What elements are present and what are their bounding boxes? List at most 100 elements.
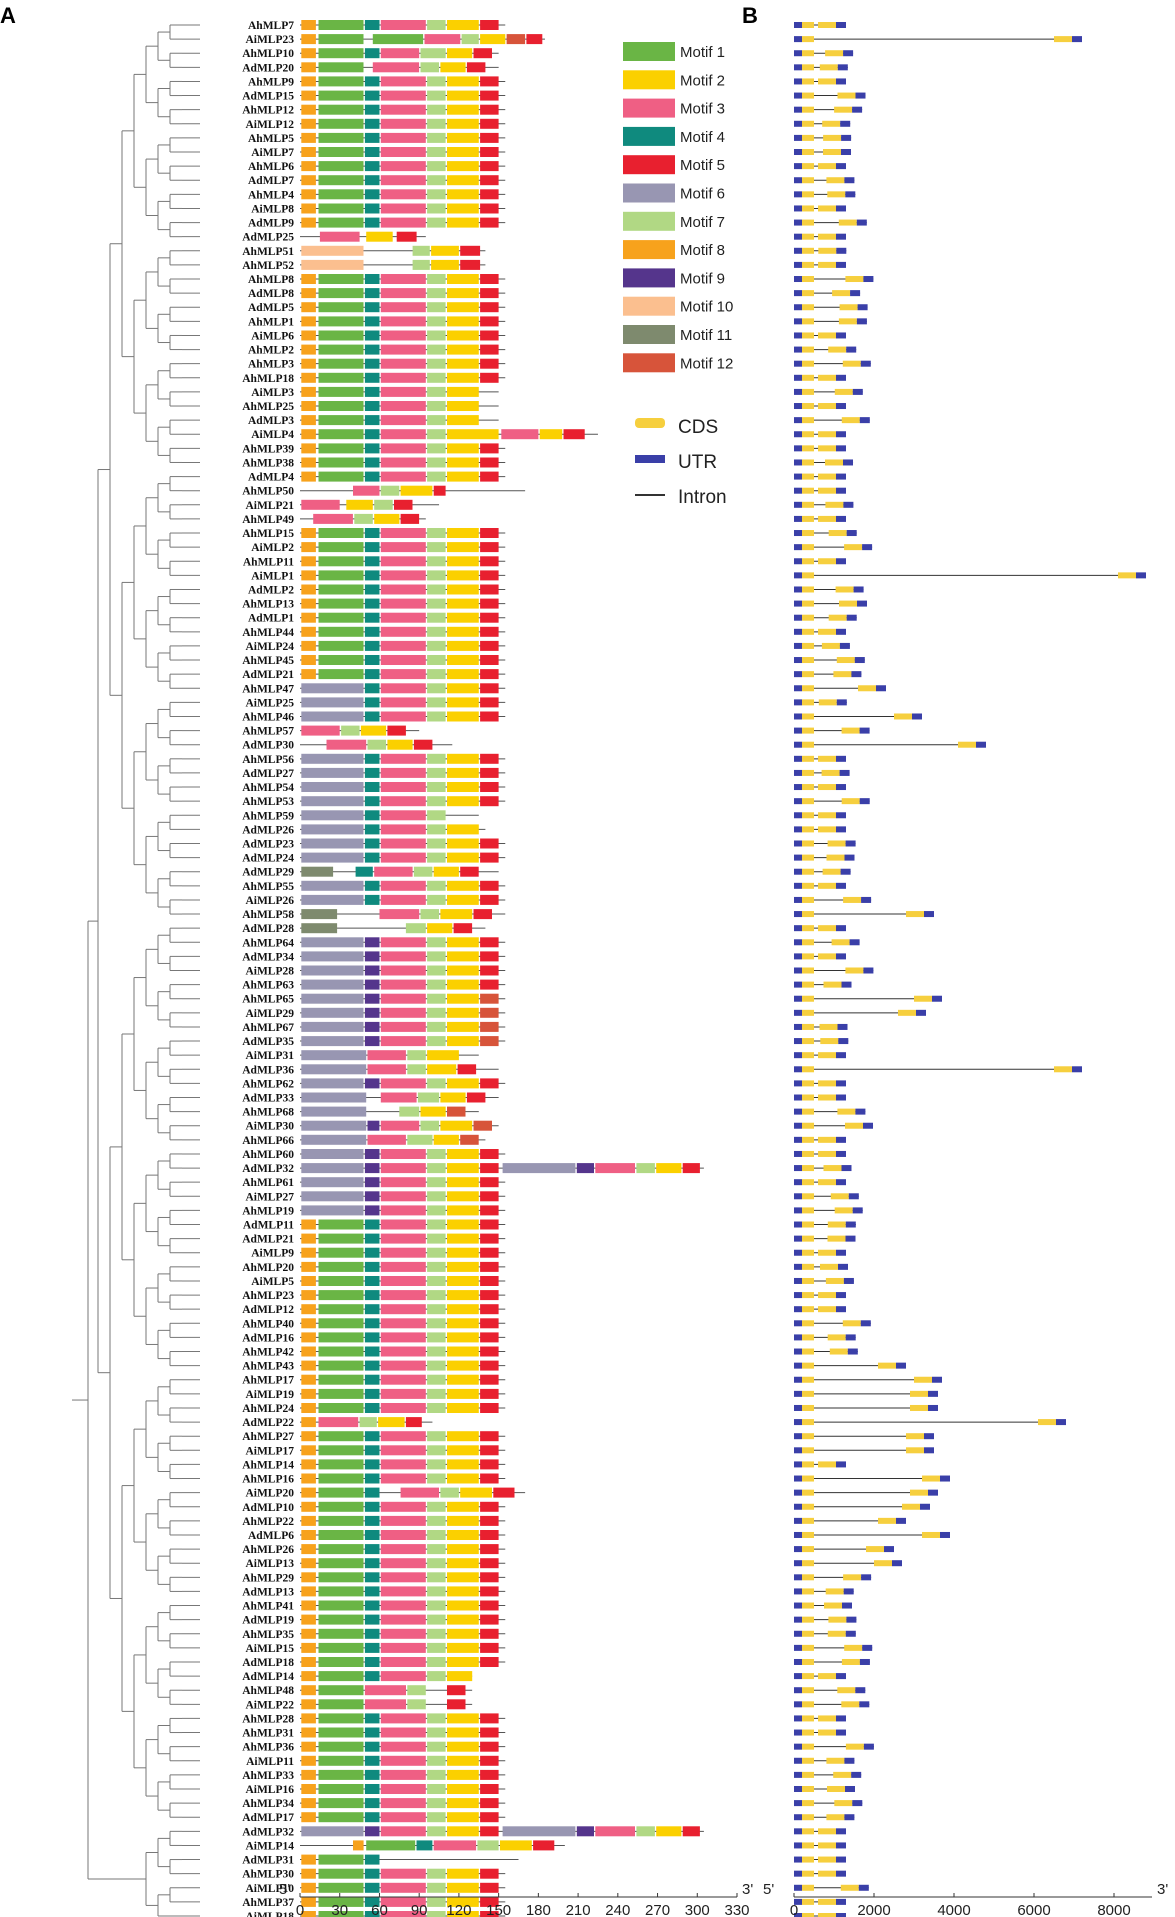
cds-block [802, 967, 814, 974]
gene-label: AdMLP26 [242, 824, 294, 836]
gene-label: AhMLP49 [242, 514, 294, 526]
motif-3-block [380, 429, 426, 440]
motif-2-block [433, 1134, 459, 1145]
motif-3-block [380, 542, 426, 553]
axis-b-start-label: 5' [763, 1881, 774, 1898]
cds-block [802, 36, 814, 43]
motif-7-block [427, 1586, 446, 1597]
motif-2-block [447, 1544, 479, 1555]
axis-b: 5' 3' 0 2000 4000 6000 8000 [763, 1881, 1168, 1917]
utr-block [794, 1362, 802, 1369]
motif-2-block [427, 923, 453, 934]
cds-block [802, 699, 814, 706]
cds-block [802, 1023, 814, 1030]
motif-2-block [447, 1332, 479, 1343]
motif-3-block [380, 1896, 426, 1907]
motif-8-block [301, 556, 316, 567]
cds-block [1054, 1066, 1072, 1073]
motif-3-block [380, 570, 426, 581]
motif-2-block [447, 457, 479, 468]
cds-block [827, 191, 846, 198]
cds-block [822, 120, 841, 127]
motif-1-block [318, 1755, 364, 1766]
motif-1-block [318, 1374, 364, 1385]
utr-block [794, 755, 802, 762]
gene-label: AhMLP33 [242, 1770, 294, 1782]
motif-1-block [318, 1614, 364, 1625]
utr-block [794, 1644, 802, 1651]
cds-block [818, 515, 836, 522]
gene-label: AhMLP9 [248, 76, 294, 88]
cds-block [802, 572, 814, 579]
axis-a-tick-label: 240 [605, 1902, 630, 1917]
motif-5-block [480, 951, 499, 962]
motif-3-block [301, 499, 340, 510]
motif-2-block [447, 1247, 479, 1258]
utr-block [855, 1687, 866, 1694]
motif-1-block [318, 1741, 364, 1752]
motif-1-block [318, 1699, 364, 1710]
cds-block [802, 614, 814, 621]
motif-2-block [447, 767, 479, 778]
motif-1-block [318, 1812, 364, 1823]
gene-label: AdMLP15 [242, 91, 294, 103]
cds-block [837, 1687, 856, 1694]
motif-5-block [480, 838, 499, 849]
motif-5-block [453, 923, 473, 934]
utr-block [836, 812, 846, 819]
motif-1-block [318, 274, 364, 284]
motif-3-block [380, 1755, 426, 1766]
cds-block [922, 1475, 940, 1482]
motif-5-block [396, 231, 417, 242]
utr-block [794, 78, 802, 85]
motif-5-block [480, 1882, 499, 1893]
motif-7-block [420, 1120, 439, 1131]
motif-4-block [364, 626, 380, 637]
cds-block [838, 318, 857, 325]
gene-label: AhMLP2 [248, 345, 294, 357]
utr-block [836, 1673, 846, 1680]
motif-3-block [380, 824, 426, 835]
motif-7-block [427, 274, 446, 284]
gene-label: AhMLP44 [242, 627, 294, 639]
motif-3-block [380, 965, 426, 976]
motif-7-block [427, 1769, 446, 1780]
utr-block [859, 727, 870, 734]
motif-6-block [301, 782, 364, 792]
motif-5-block [480, 1233, 499, 1244]
gene-label: AhMLP16 [242, 1474, 294, 1486]
motif-3-block [380, 810, 426, 821]
cds-block [818, 558, 836, 565]
utr-block [836, 1094, 846, 1101]
motif-8-block [301, 1473, 316, 1484]
motif-2-block [447, 1360, 479, 1371]
cds-block [802, 628, 814, 635]
gene-label: AdMLP27 [242, 768, 294, 780]
motif-7-block [427, 993, 446, 1004]
motif-2-block [447, 711, 479, 722]
motif-2-block [433, 866, 459, 877]
motif-2-block [447, 1769, 479, 1780]
gene-label: AhMLP36 [242, 1742, 294, 1754]
motif-3-block [364, 1699, 406, 1710]
motif-7-block [412, 245, 430, 256]
motif-8-block [301, 1727, 316, 1738]
motif-8-block [301, 104, 316, 115]
motif-9-block [364, 951, 380, 962]
motif-7-block [427, 1036, 446, 1047]
motif-5-block [480, 20, 499, 30]
motif-4-block [364, 1741, 380, 1752]
motif-3-block [380, 1826, 426, 1837]
motif-3-block [380, 1205, 426, 1216]
motif-5-block [480, 542, 499, 553]
gene-label: AhMLP53 [242, 796, 294, 808]
motif-4-block [364, 471, 380, 482]
gene-label: AiMLP1 [251, 570, 294, 582]
motif-8-block [301, 1558, 316, 1569]
motif-4-block [364, 48, 380, 59]
motif-7-block [427, 1798, 446, 1809]
cds-block [827, 1630, 846, 1637]
motif-2-block [447, 1036, 479, 1047]
motif-8-block [301, 640, 316, 651]
